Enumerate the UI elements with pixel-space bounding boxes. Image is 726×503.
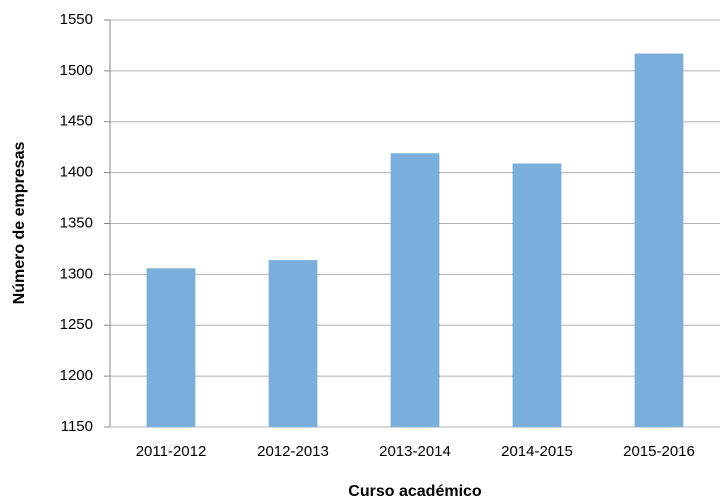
- bar: [268, 260, 318, 427]
- x-tick-label: 2014-2015: [501, 443, 573, 460]
- bar: [512, 163, 562, 427]
- y-tick-label: 1350: [60, 214, 93, 231]
- y-tick-label: 1500: [60, 62, 93, 79]
- y-tick-label: 1450: [60, 113, 93, 130]
- x-tick-label: 2015-2016: [623, 443, 695, 460]
- y-axis-title: Número de empresas: [11, 142, 28, 305]
- x-tick-label: 2013-2014: [379, 443, 451, 460]
- y-tick-label: 1550: [60, 11, 93, 28]
- bar: [390, 153, 440, 428]
- x-tick-label: 2011-2012: [136, 443, 207, 460]
- bar: [634, 53, 684, 427]
- y-tick-label: 1150: [61, 418, 93, 435]
- y-tick-label: 1200: [60, 367, 93, 384]
- bar: [146, 268, 196, 427]
- x-axis-title: Curso académico: [348, 483, 482, 500]
- x-tick-label: 2012-2013: [257, 443, 329, 460]
- y-tick-label: 1250: [60, 316, 93, 333]
- y-tick-label: 1400: [60, 164, 93, 181]
- y-tick-label: 1300: [60, 265, 93, 282]
